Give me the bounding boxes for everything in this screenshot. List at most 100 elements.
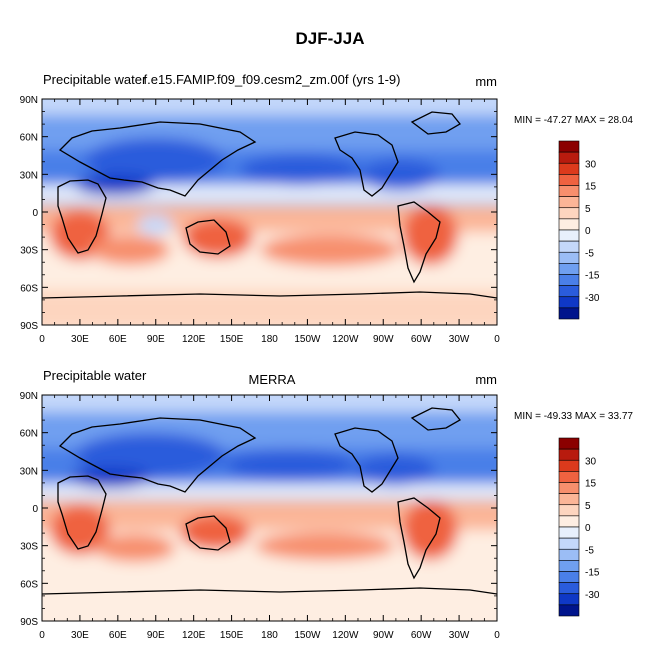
x-tick-label: 30E bbox=[71, 630, 89, 641]
colorbar-swatch bbox=[558, 207, 580, 220]
colorbar-label: -5 bbox=[585, 545, 594, 556]
colorbar-label: -15 bbox=[585, 568, 600, 579]
colorbar-swatch bbox=[558, 537, 580, 550]
colorbar-swatch bbox=[558, 196, 580, 209]
map-axes: 0 30E 60E 90E 120E 150E 180 150W 120W 90W 60W 30W 09… bbox=[20, 391, 501, 641]
x-tick-label: 30W bbox=[449, 334, 470, 345]
x-tick-label: 60W bbox=[411, 334, 432, 345]
colorbar-swatch bbox=[558, 185, 580, 197]
colorbar-swatch bbox=[558, 285, 580, 298]
x-tick-label: 0 bbox=[494, 334, 500, 345]
y-tick-label: 60N bbox=[20, 133, 38, 144]
y-tick-label: 90N bbox=[20, 95, 38, 106]
coastlines bbox=[42, 407, 497, 595]
x-tick-label: 150E bbox=[220, 630, 244, 641]
x-tick-label: 60W bbox=[411, 630, 432, 641]
y-tick-label: 60S bbox=[20, 579, 38, 590]
x-tick-label: 120E bbox=[182, 334, 206, 345]
colorbar-swatch bbox=[558, 174, 580, 186]
colorbar-swatch bbox=[558, 274, 580, 286]
y-tick-label: 30N bbox=[20, 170, 38, 181]
x-tick-label: 150E bbox=[220, 334, 244, 345]
colorbar-swatch bbox=[558, 229, 580, 242]
x-tick-label: 180 bbox=[261, 630, 278, 641]
panel-observations: Precipitable water MERRA mm MIN = -49.33… bbox=[20, 368, 634, 641]
colorbar-swatch bbox=[558, 296, 580, 309]
x-tick-label: 90W bbox=[373, 630, 394, 641]
y-tick-label: 90N bbox=[20, 391, 38, 402]
colorbar-swatch bbox=[558, 571, 580, 583]
x-tick-label: 0 bbox=[39, 630, 45, 641]
panel-stats: MIN = -47.27 MAX = 28.04 bbox=[514, 115, 633, 126]
map-field bbox=[42, 395, 497, 621]
colorbar-swatch bbox=[558, 604, 580, 617]
panel-model: Precipitable water f.e15.FAMIP.f09_f09.c… bbox=[20, 72, 634, 345]
colorbar-swatch bbox=[558, 560, 580, 572]
colorbar-label: 15 bbox=[585, 479, 597, 490]
colorbar-label: -30 bbox=[585, 293, 600, 304]
panel-stats: MIN = -49.33 MAX = 33.77 bbox=[514, 411, 633, 422]
colorbar-swatch bbox=[558, 493, 580, 506]
y-tick-label: 90S bbox=[20, 321, 38, 332]
colorbar-swatch bbox=[558, 515, 580, 528]
panel-title-center: MERRA bbox=[249, 372, 296, 387]
colorbar-swatch bbox=[558, 582, 580, 595]
colorbar-swatch bbox=[558, 471, 580, 483]
x-tick-label: 180 bbox=[261, 334, 278, 345]
x-tick-label: 60E bbox=[109, 334, 127, 345]
colorbar-swatch bbox=[558, 526, 580, 539]
colorbar-label: 5 bbox=[585, 501, 591, 512]
x-tick-label: 30W bbox=[449, 630, 470, 641]
colorbar-swatch bbox=[558, 448, 580, 461]
x-tick-label: 150W bbox=[294, 334, 321, 345]
colorbar-label: -30 bbox=[585, 590, 600, 601]
colorbar-swatch bbox=[558, 307, 580, 320]
y-tick-label: 30S bbox=[20, 246, 38, 257]
y-tick-label: 0 bbox=[32, 504, 38, 515]
colorbar-swatch bbox=[558, 504, 580, 517]
colorbar-swatch bbox=[558, 162, 580, 175]
x-tick-label: 90E bbox=[147, 630, 165, 641]
colorbar-label: -5 bbox=[585, 248, 594, 259]
panel-units: mm bbox=[475, 372, 497, 387]
x-tick-label: 120W bbox=[332, 334, 359, 345]
x-tick-label: 30E bbox=[71, 334, 89, 345]
x-tick-label: 120E bbox=[182, 630, 206, 641]
y-tick-label: 60S bbox=[20, 283, 38, 294]
colorbar-label: 30 bbox=[585, 456, 597, 467]
colorbar-swatch bbox=[558, 437, 580, 450]
colorbar-swatch bbox=[558, 482, 580, 494]
colorbar-swatch bbox=[558, 251, 580, 264]
colorbar-swatch bbox=[558, 151, 580, 164]
map-axes: 0 30E 60E 90E 120E 150E 180 150W 120W 90W 60W 30W 0 9… bbox=[20, 95, 501, 345]
colorbar-label: 30 bbox=[585, 159, 597, 170]
colorbar-swatch bbox=[558, 593, 580, 606]
panel-title-left: Precipitable water bbox=[43, 72, 147, 87]
y-tick-label: 90S bbox=[20, 617, 38, 628]
panel-title-left: Precipitable water bbox=[43, 368, 147, 383]
x-tick-label: 90W bbox=[373, 334, 394, 345]
colorbar-swatch bbox=[558, 140, 580, 153]
colorbar: 30 15 5 0 -5 -15 -30 bbox=[558, 437, 600, 617]
y-tick-label: 0 bbox=[32, 208, 38, 219]
figure-title: DJF-JJA bbox=[296, 29, 365, 48]
x-tick-label: 150W bbox=[294, 630, 321, 641]
colorbar-swatch bbox=[558, 263, 580, 275]
y-tick-label: 30N bbox=[20, 466, 38, 477]
colorbar-swatch bbox=[558, 240, 580, 253]
x-tick-label: 120W bbox=[332, 630, 359, 641]
colorbar-swatch bbox=[558, 548, 580, 561]
y-tick-label: 60N bbox=[20, 429, 38, 440]
colorbar-label: 15 bbox=[585, 182, 597, 193]
x-tick-label: 90E bbox=[147, 334, 165, 345]
colorbar-label: -15 bbox=[585, 271, 600, 282]
x-tick-label: 60E bbox=[109, 630, 127, 641]
coastlines bbox=[42, 111, 497, 299]
colorbar-label: 5 bbox=[585, 204, 591, 215]
colorbar-label: 0 bbox=[585, 226, 591, 237]
colorbar-swatch bbox=[558, 218, 580, 231]
y-tick-label: 30S bbox=[20, 542, 38, 553]
colorbar: 30 15 5 0 -5 -15 -30 bbox=[558, 140, 600, 320]
panel-title-center: f.e15.FAMIP.f09_f09.cesm2_zm.00f (yrs 1-… bbox=[144, 72, 401, 87]
